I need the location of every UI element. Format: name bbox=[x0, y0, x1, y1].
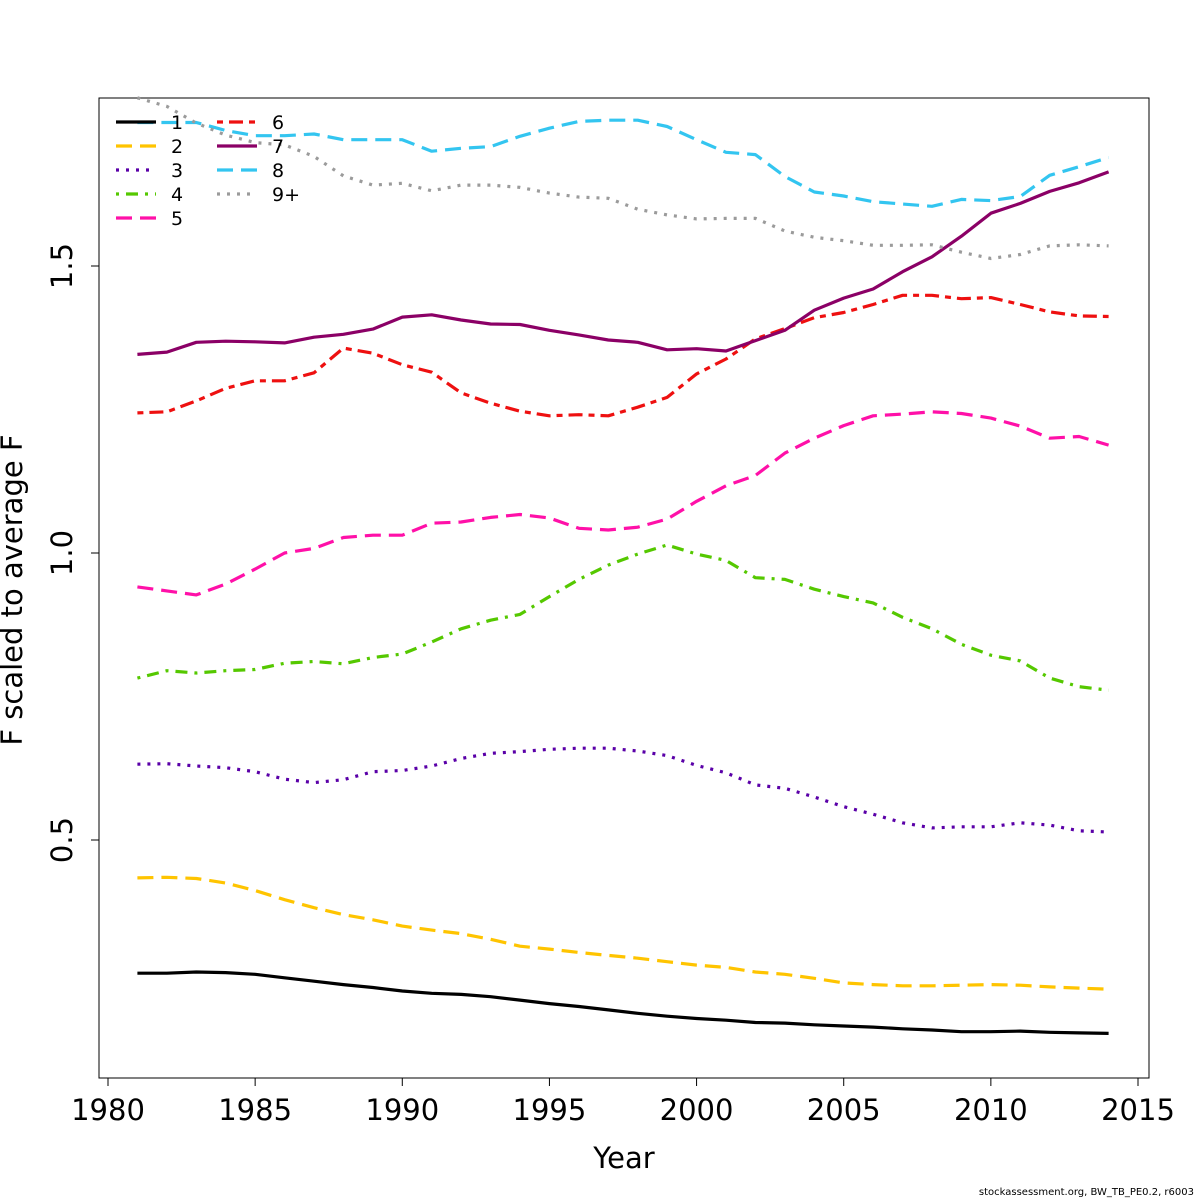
series-line-4 bbox=[137, 543, 1109, 692]
x-axis-title: Year bbox=[592, 1141, 654, 1175]
x-axis: 1980 1985 1990 1995 2000 2005 2010 2015 bbox=[71, 1077, 1175, 1127]
legend-label: 6 bbox=[272, 112, 284, 134]
series-line-3 bbox=[137, 746, 1109, 834]
legend-label: 9+ bbox=[272, 184, 300, 206]
x-tick-label: 2005 bbox=[807, 1093, 881, 1127]
y-axis-title: F scaled to average F bbox=[0, 434, 29, 745]
plot-frame bbox=[98, 97, 1150, 1079]
x-tick-label: 1990 bbox=[365, 1093, 439, 1127]
series-line-8 bbox=[137, 118, 1110, 208]
y-tick-label: 0.5 bbox=[45, 817, 79, 863]
legend-label: 4 bbox=[171, 184, 183, 206]
series-line-1 bbox=[137, 970, 1109, 1035]
y-tick-label: 1.5 bbox=[45, 243, 79, 289]
footer-credit: stockassessment.org, BW_TB_PE0.2, r6003 bbox=[978, 1187, 1194, 1198]
legend-label: 1 bbox=[171, 112, 183, 134]
series-line-7 bbox=[137, 170, 1110, 356]
y-axis: 0.5 1.0 1.5 bbox=[45, 243, 100, 863]
x-tick-label: 1980 bbox=[71, 1093, 145, 1127]
x-tick-label: 2000 bbox=[660, 1093, 734, 1127]
legend-label: 7 bbox=[272, 136, 284, 158]
x-tick-label: 1985 bbox=[218, 1093, 292, 1127]
legend-label: 5 bbox=[171, 208, 183, 230]
x-tick-label: 2010 bbox=[954, 1093, 1028, 1127]
legend-label: 8 bbox=[272, 160, 284, 182]
x-tick-label: 1995 bbox=[513, 1093, 587, 1127]
x-tick-label: 2015 bbox=[1101, 1093, 1175, 1127]
series-layer bbox=[136, 96, 1110, 1035]
series-line-6 bbox=[137, 293, 1109, 418]
series-line-5 bbox=[137, 410, 1110, 597]
y-tick-label: 1.0 bbox=[45, 530, 79, 576]
series-line-2 bbox=[137, 875, 1109, 991]
series-line-9plus bbox=[136, 96, 1109, 261]
legend-label: 3 bbox=[171, 160, 183, 182]
legend-label: 2 bbox=[171, 136, 183, 158]
